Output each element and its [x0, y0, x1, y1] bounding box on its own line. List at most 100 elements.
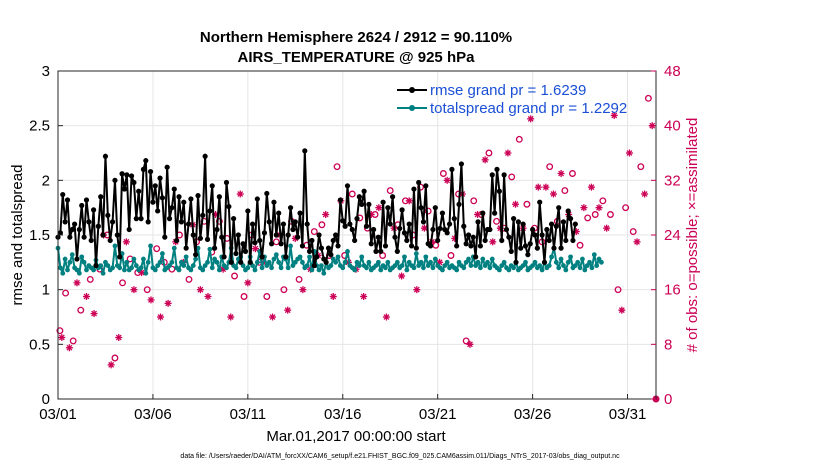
rmse-point — [430, 226, 436, 233]
rmse-point — [392, 234, 398, 240]
rmse-point — [371, 226, 377, 233]
rmse-point — [456, 201, 462, 207]
assimilated-obs-point — [360, 293, 368, 300]
assimilated-obs-stroke — [580, 204, 587, 211]
rmse-point — [411, 186, 417, 192]
assimilated-obs-stroke — [83, 293, 90, 300]
rmse-point — [188, 196, 194, 202]
rmse-point — [221, 254, 227, 260]
totalspread-point — [423, 254, 429, 260]
rmse-point — [314, 254, 320, 260]
rmse-point — [352, 237, 358, 244]
rmse-point — [520, 221, 526, 227]
x-tick-label: 03/31 — [609, 406, 647, 423]
rmse-point — [482, 237, 488, 244]
assimilated-obs-point — [527, 115, 535, 123]
rmse-point — [107, 237, 113, 244]
assimilated-obs-point — [587, 183, 595, 191]
possible-obs-point — [606, 211, 614, 218]
assimilated-obs-point — [610, 111, 618, 119]
totalspread-point — [466, 256, 471, 262]
assimilated-obs-point — [73, 279, 81, 287]
possible-obs-point — [280, 286, 288, 294]
totalspread-point — [352, 267, 358, 273]
rmse-point — [572, 221, 578, 227]
rmse-point — [518, 245, 524, 251]
assimilated-obs-stroke — [108, 361, 115, 368]
rmse-point — [81, 234, 87, 240]
rmse-point — [95, 223, 101, 229]
rmse-point — [166, 216, 173, 222]
rmse-point — [325, 245, 332, 251]
totalspread-point — [523, 259, 528, 265]
totalspread-point — [413, 251, 419, 256]
totalspread-point — [558, 256, 564, 262]
possible-obs-point — [348, 190, 356, 198]
possible-obs-point — [143, 286, 151, 294]
totalspread-point — [160, 251, 165, 256]
rmse-point — [304, 221, 310, 227]
possible-obs-point — [622, 204, 630, 212]
totalspread-point — [539, 267, 545, 273]
totalspread-point — [79, 254, 85, 260]
assimilated-obs-stroke — [131, 286, 137, 293]
totalspread-point — [506, 267, 512, 273]
totalspread-point — [288, 243, 293, 249]
rmse-point — [359, 201, 365, 207]
assimilated-obs-point — [382, 313, 390, 321]
rmse-point — [494, 166, 500, 172]
rmse-point — [185, 221, 192, 227]
error-series — [55, 148, 604, 276]
y2-tick-label: 48 — [664, 63, 681, 80]
rmse-point — [451, 216, 457, 222]
rmse-point — [124, 172, 130, 178]
rmse-point — [408, 243, 415, 249]
rmse-point — [264, 190, 270, 197]
rmse-point — [204, 236, 211, 242]
rmse-point — [418, 205, 424, 211]
rmse-point — [515, 219, 521, 225]
assimilated-obs-point — [227, 313, 235, 321]
possible-obs-point — [263, 293, 271, 300]
assimilated-obs-point — [512, 200, 520, 208]
possible-obs-point — [462, 337, 470, 345]
assimilated-obs-stroke — [474, 211, 481, 218]
rmse-point — [378, 248, 384, 254]
totalspread-point — [76, 270, 82, 276]
possible-obs-point — [546, 163, 554, 171]
rmse-point — [423, 183, 429, 189]
totalspread-point — [575, 259, 581, 265]
rmse-point — [261, 230, 268, 236]
assimilated-obs-stroke — [360, 293, 367, 300]
totalspread-point — [304, 263, 310, 269]
assimilated-obs-point — [164, 299, 172, 307]
possible-obs-point — [69, 337, 77, 345]
totalspread-point — [418, 259, 424, 265]
rmse-point — [254, 196, 260, 202]
rmse-point — [344, 183, 351, 189]
rmse-point — [176, 194, 182, 200]
rmse-point — [140, 166, 147, 172]
totalspread-point — [345, 249, 350, 254]
possible-obs-point — [231, 272, 239, 280]
rmse-point — [468, 243, 474, 249]
rmse-point — [100, 232, 106, 238]
rmse-point — [195, 193, 201, 199]
rmse-point — [380, 199, 386, 205]
possible-obs-point — [523, 200, 531, 208]
rmse-point — [333, 232, 339, 238]
assimilated-obs-stroke — [611, 112, 618, 119]
totalspread-point — [411, 265, 417, 271]
assimilated-obs-stroke — [535, 184, 542, 191]
rmse-point — [427, 243, 434, 249]
assimilated-obs-point — [322, 211, 330, 218]
assimilated-obs-point — [204, 293, 212, 300]
totalspread-point — [190, 263, 196, 269]
totalspread-point — [276, 259, 282, 265]
possible-obs-point — [272, 238, 280, 246]
totalspread-point — [131, 256, 137, 262]
totalspread-point — [152, 267, 158, 273]
possible-obs-point — [561, 187, 569, 195]
rmse-point — [368, 241, 374, 247]
assimilated-obs-stroke — [413, 286, 420, 293]
